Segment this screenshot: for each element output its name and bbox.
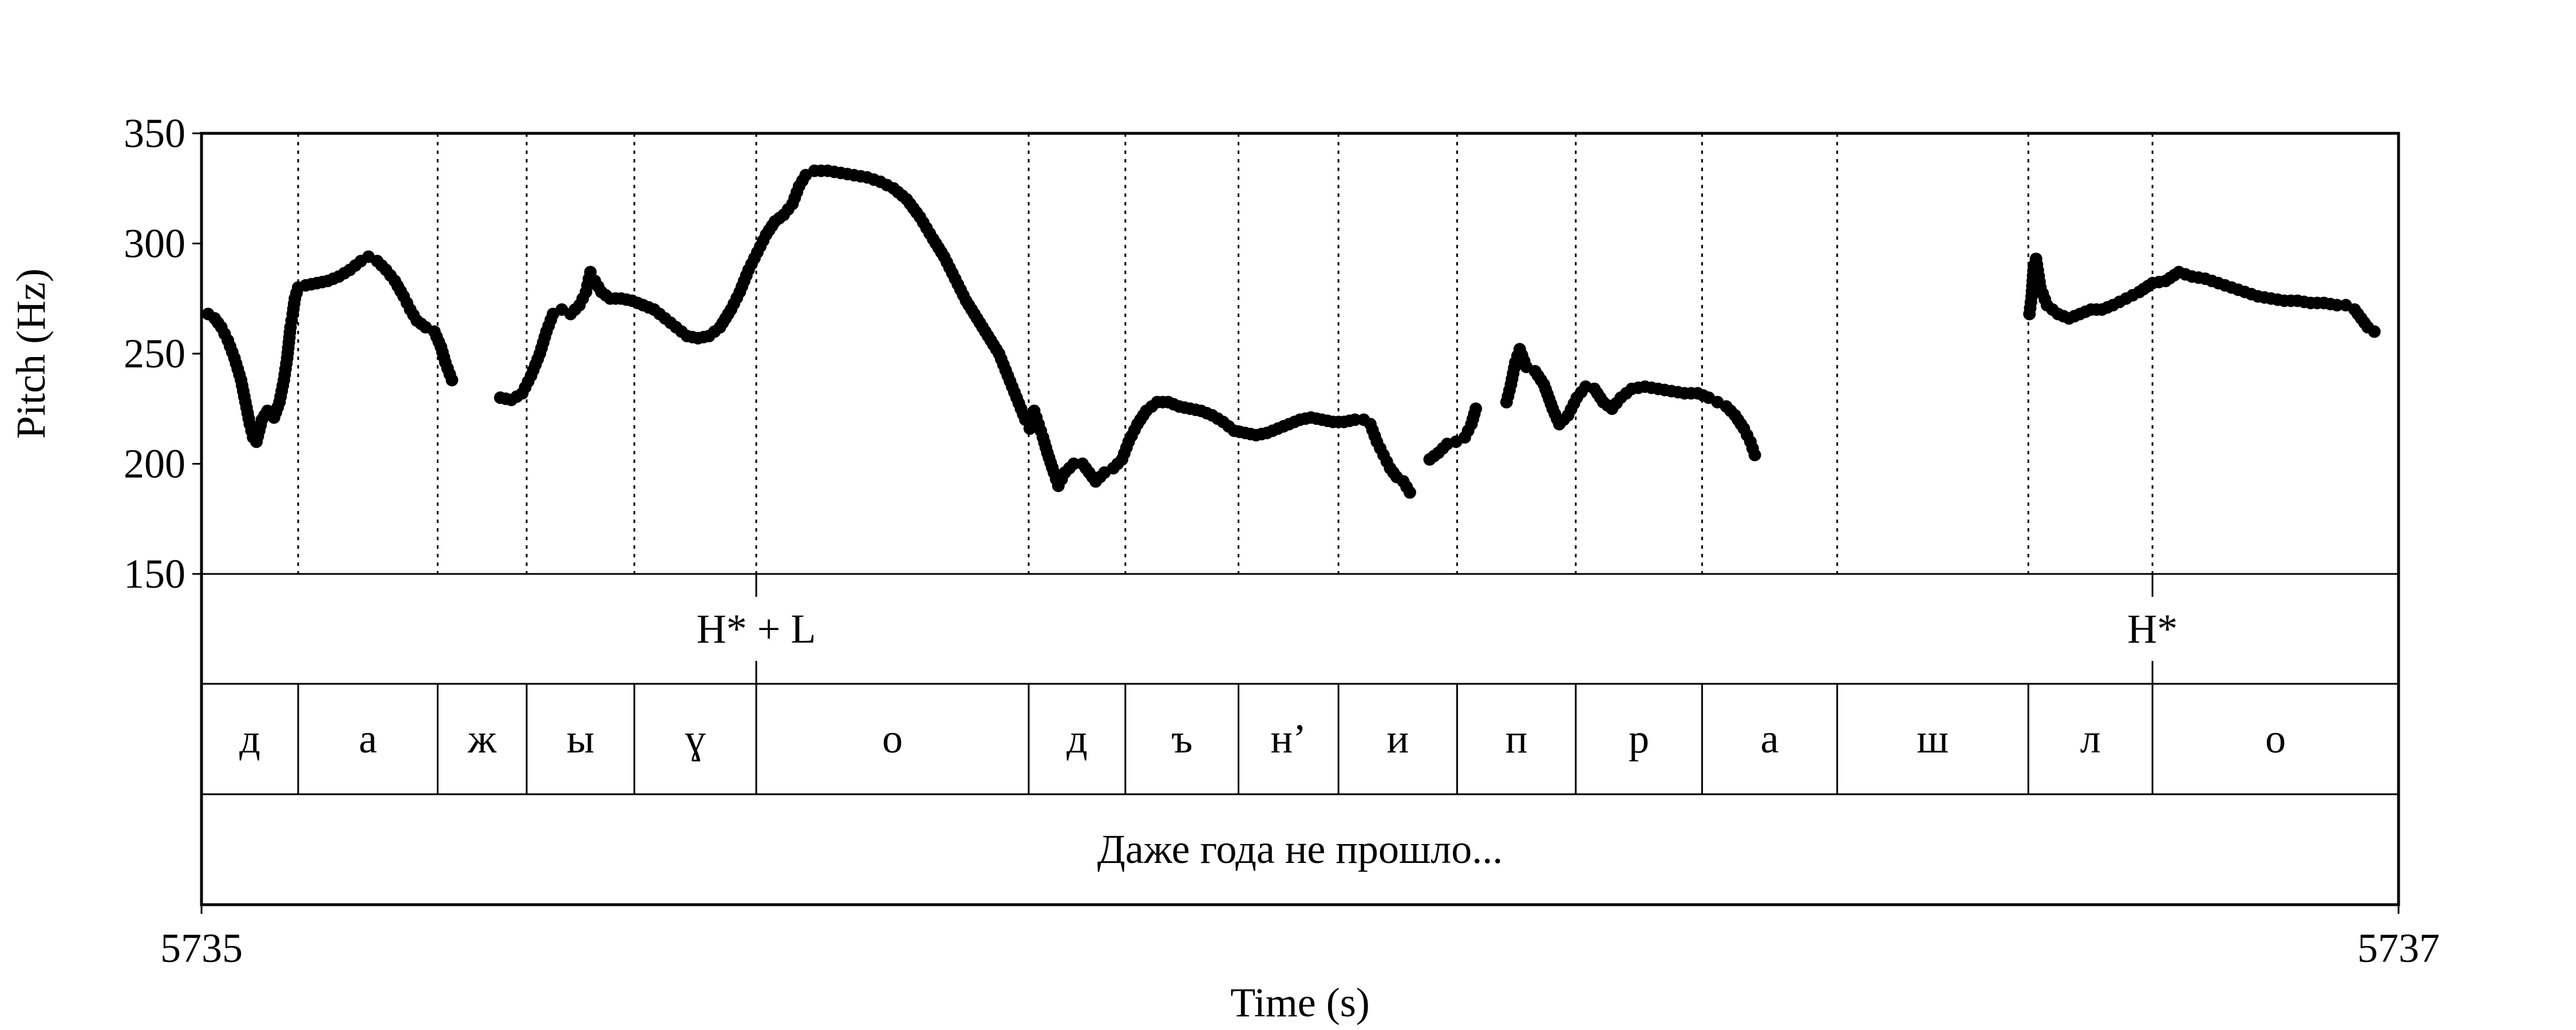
pitch-point <box>1348 413 1361 426</box>
x-tick-label: 5735 <box>160 925 243 971</box>
frame-layer <box>200 132 2400 906</box>
y-axis-title: Pitch (Hz) <box>8 268 54 439</box>
segment-label: н’ <box>1271 716 1307 762</box>
pitch-point <box>1403 486 1416 499</box>
pitch-point <box>1748 449 1761 462</box>
pitch-point <box>1469 402 1483 415</box>
segment-label: п <box>1506 716 1528 762</box>
boundary-layer <box>297 133 2154 574</box>
segment-label: и <box>1387 716 1409 762</box>
segment-label: д <box>239 716 260 762</box>
y-tick-label: 300 <box>124 221 185 267</box>
segment-label: ъ <box>1171 716 1192 762</box>
x-tick-label: 5737 <box>2357 925 2440 971</box>
y-tick-label: 200 <box>124 441 185 487</box>
annotation-tiers: H* + L H* д а ж ы ɣ о д ъ н’ и п р а ш л о Даже года не пр… <box>239 574 2286 872</box>
segment-label: о <box>2265 716 2286 762</box>
figure-frame <box>200 132 2400 906</box>
pitch-points <box>202 164 2381 499</box>
segment-label: ж <box>467 716 497 762</box>
y-tick-label: 350 <box>124 110 185 156</box>
x-axis-title: Time (s) <box>1230 980 1369 1025</box>
segment-label: ɣ <box>685 716 706 762</box>
tone-label: H* + L <box>697 606 816 652</box>
pitch-point <box>2330 299 2344 312</box>
segment-label: л <box>2080 716 2101 762</box>
segment-label: ы <box>567 716 594 762</box>
pitch-point <box>1067 457 1080 470</box>
segment-label: р <box>1629 716 1649 762</box>
pitch-point <box>2368 325 2381 338</box>
segment-label: а <box>1760 716 1779 762</box>
axes: 150 200 250 300 350 5735 5737 <box>124 110 2440 971</box>
segment-label: ш <box>1917 716 1949 762</box>
pitch-point <box>445 374 459 387</box>
y-tick-label: 150 <box>124 551 185 597</box>
sentence-label: Даже года не прошло... <box>1097 826 1503 872</box>
tone-label: H* <box>2127 606 2178 652</box>
segment-label: д <box>1066 716 1088 762</box>
y-tick-label: 250 <box>124 331 185 377</box>
segment-label: а <box>359 716 377 762</box>
segment-label: о <box>882 716 903 762</box>
